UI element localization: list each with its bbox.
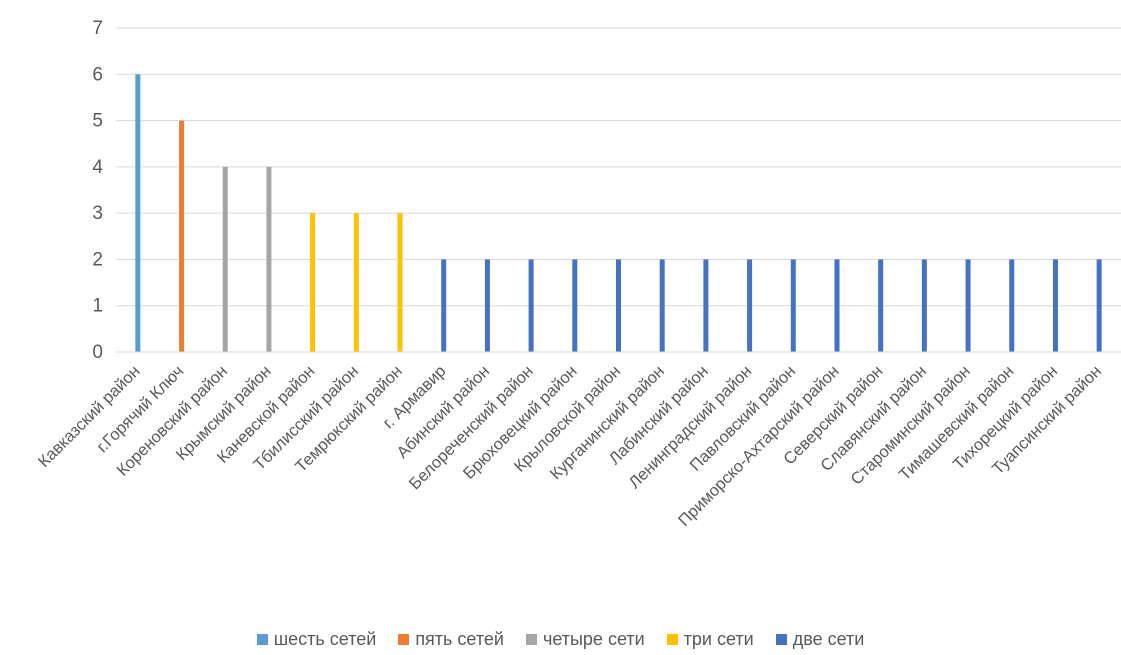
bar [616, 259, 621, 352]
bar [703, 259, 709, 352]
legend-item: три сети [666, 628, 754, 650]
bar [790, 259, 796, 352]
bar [179, 120, 185, 352]
y-tick-label: 1 [92, 296, 103, 317]
bar [310, 213, 316, 352]
grid-lines [116, 27, 1121, 307]
bar [397, 213, 403, 352]
y-tick-label: 4 [92, 157, 103, 178]
y-axis-ticks: 0 1 2 3 4 5 6 7 [92, 18, 103, 363]
bar [834, 259, 840, 352]
x-tick-label: Приморско-Ахтарский район [675, 362, 843, 530]
bar [353, 213, 359, 352]
bar [441, 259, 447, 352]
legend-item: четыре сети [525, 628, 645, 650]
legend-swatch [775, 633, 787, 645]
bar [747, 259, 753, 352]
legend-swatch [256, 633, 268, 645]
bar [528, 259, 534, 352]
bar [1009, 259, 1015, 352]
legend-item: пять сетей [398, 629, 504, 650]
bar [222, 166, 228, 352]
y-tick-label: 5 [92, 111, 103, 132]
y-tick-label: 0 [92, 342, 103, 363]
bar [135, 74, 141, 353]
legend-label: четыре сети [542, 628, 645, 649]
legend-label: три сети [683, 628, 754, 649]
legend-label: шесть сетей [273, 628, 377, 649]
bar [965, 259, 971, 352]
bar [484, 259, 490, 352]
bar [878, 259, 884, 352]
legend-item: шесть сетей [256, 628, 377, 650]
y-tick-label: 7 [92, 18, 103, 39]
bar [1052, 259, 1058, 352]
y-tick-label: 6 [92, 64, 103, 85]
bar [266, 166, 272, 352]
bar [659, 259, 665, 352]
legend-label: пять сетей [415, 628, 504, 649]
legend-item: две сети [775, 628, 865, 650]
legend-swatch [525, 633, 537, 645]
bar [921, 259, 927, 352]
legend-swatch [666, 633, 678, 645]
legend-label: две сети [792, 628, 865, 649]
bars [135, 74, 1102, 353]
legend-swatch [398, 633, 410, 645]
y-tick-label: 3 [92, 203, 103, 224]
bar [1096, 259, 1102, 352]
legend: шесть сетей пять сетей четыре сети три сети… [0, 626, 1121, 652]
bar [572, 259, 578, 352]
y-tick-label: 2 [92, 249, 103, 270]
